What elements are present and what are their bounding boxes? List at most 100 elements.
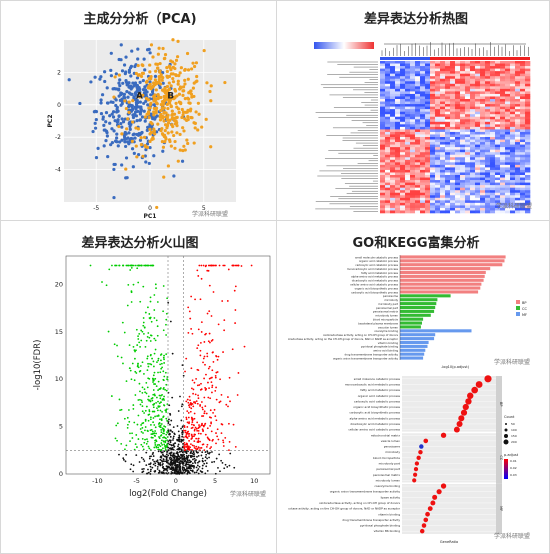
- pca-point-b: [179, 66, 183, 70]
- heatmap-cell: [510, 66, 516, 69]
- heatmap-cell: [515, 99, 521, 102]
- heatmap-cell: [520, 137, 526, 140]
- heatmap-cell: [470, 68, 476, 72]
- pca-point-a: [67, 78, 71, 82]
- heatmap-cell: [420, 162, 426, 166]
- heatmap-cell: [465, 86, 471, 90]
- heatmap-cell: [500, 187, 506, 191]
- heatmap-cell: [430, 175, 436, 178]
- volcano-point-down: [160, 439, 163, 442]
- volcano-point-ns: [177, 443, 180, 446]
- heatmap-cell: [520, 126, 526, 130]
- heatmap-chart: 学派科研联盟: [314, 42, 532, 214]
- volcano-point-down: [155, 319, 158, 322]
- volcano-point-down: [162, 432, 164, 435]
- volcano-point-ns: [173, 460, 176, 463]
- heatmap-cell: [515, 129, 521, 133]
- heatmap-cell: [510, 164, 516, 168]
- volcano-point-ns: [167, 446, 170, 449]
- heatmap-cell: [455, 78, 461, 82]
- heatmap-cell: [495, 71, 501, 74]
- heatmap-cell: [495, 66, 501, 69]
- heatmap-cell: [455, 157, 461, 161]
- heatmap-cell: [385, 185, 391, 188]
- pca-point-b: [162, 94, 166, 99]
- volcano-point-up: [211, 339, 214, 341]
- heatmap-cell: [435, 169, 441, 173]
- heatmap-cell: [400, 106, 406, 110]
- volcano-point-up: [223, 319, 226, 322]
- pca-point-a: [116, 119, 120, 123]
- go-dot-category-label: mitochondrial matrix: [371, 433, 401, 437]
- volcano-point-down: [138, 264, 141, 267]
- volcano-point-ns: [185, 466, 188, 468]
- heatmap-cell: [430, 164, 436, 168]
- pca-point-b: [200, 125, 204, 129]
- heatmap-cell: [500, 200, 506, 204]
- heatmap-cell: [445, 99, 451, 102]
- volcano-point-down: [141, 422, 144, 425]
- heatmap-cell: [505, 149, 511, 153]
- volcano-point-ns: [140, 456, 143, 459]
- volcano-point-down: [162, 329, 165, 332]
- heatmap-cell: [510, 197, 516, 201]
- heatmap-cell: [440, 190, 446, 194]
- heatmap-cell: [525, 68, 531, 72]
- heatmap-cell: [485, 185, 491, 188]
- volcano-point-up: [201, 422, 203, 425]
- volcano-point-down: [119, 409, 121, 412]
- heatmap-cell: [460, 129, 466, 133]
- heatmap-cell: [520, 154, 526, 158]
- volcano-point-up: [193, 381, 196, 384]
- go-bar: [400, 356, 424, 360]
- pca-point-a: [130, 49, 134, 53]
- heatmap-cell: [395, 139, 401, 143]
- volcano-point-up: [197, 344, 200, 347]
- pca-point-a: [123, 137, 127, 141]
- heatmap-cell: [495, 149, 501, 153]
- volcano-point-up: [209, 341, 211, 344]
- pca-point-b: [165, 84, 170, 89]
- heatmap-cell: [420, 154, 426, 158]
- heatmap-cell: [450, 200, 456, 204]
- heatmap-cell: [510, 147, 516, 150]
- heatmap-cell: [495, 180, 501, 183]
- pca-point-b: [162, 119, 166, 123]
- pca-point-b: [191, 61, 195, 65]
- go-bar-category-label: organic acid biosynthetic process: [355, 286, 399, 290]
- heatmap-cell: [515, 192, 521, 196]
- volcano-point-down: [148, 409, 151, 411]
- pca-point-b: [181, 148, 185, 153]
- volcano-point-up: [191, 332, 194, 335]
- pca-point-a: [120, 163, 124, 167]
- heatmap-cell: [435, 172, 441, 176]
- heatmap-cell: [440, 207, 446, 211]
- volcano-point-ns: [180, 456, 182, 459]
- heatmap-cell: [500, 81, 506, 85]
- volcano-point-ns: [158, 469, 161, 472]
- volcano-point-up: [209, 447, 211, 450]
- volcano-point-down: [156, 301, 159, 303]
- heatmap-cell: [440, 131, 446, 135]
- volcano-point-ns: [173, 472, 176, 475]
- volcano-point-down: [146, 369, 149, 372]
- heatmap-cell: [510, 78, 516, 82]
- pca-point-b: [181, 85, 186, 89]
- volcano-point-up: [190, 387, 193, 390]
- heatmap-cell: [395, 101, 401, 105]
- go-dot-point: [453, 426, 460, 433]
- go-dot-point: [413, 472, 418, 477]
- heatmap-cell: [470, 86, 476, 90]
- pca-point-b: [163, 91, 168, 95]
- heatmap-cell: [510, 192, 516, 196]
- heatmap-cell: [475, 187, 481, 191]
- heatmap-cell: [480, 106, 486, 110]
- heatmap-cell: [510, 200, 516, 204]
- heatmap-cell: [385, 63, 391, 67]
- heatmap-cell: [505, 154, 511, 158]
- heatmap-cell: [460, 152, 466, 156]
- volcano-point-up: [191, 403, 194, 405]
- volcano-point-ns: [206, 469, 209, 472]
- volcano-point-down: [144, 409, 147, 412]
- heatmap-cell: [490, 78, 496, 82]
